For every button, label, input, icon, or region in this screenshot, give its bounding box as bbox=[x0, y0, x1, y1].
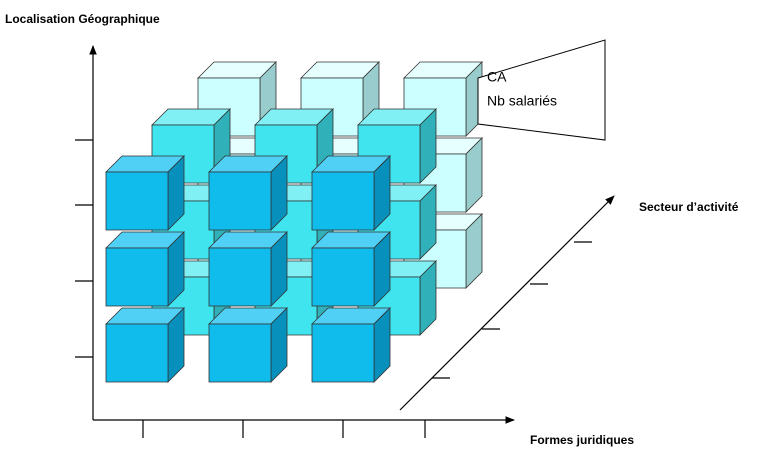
cube-face bbox=[311, 323, 375, 383]
cube-face bbox=[311, 171, 375, 231]
cube-face bbox=[208, 323, 272, 383]
z-axis-label: Secteur d’activité bbox=[639, 200, 739, 214]
cube-face bbox=[105, 171, 169, 231]
cube-face bbox=[208, 171, 272, 231]
cube-face bbox=[105, 247, 169, 307]
z-axis bbox=[399, 195, 615, 411]
cube-face bbox=[208, 247, 272, 307]
x-axis-label: Formes juridiques bbox=[530, 433, 634, 447]
cube-grid bbox=[105, 61, 483, 383]
cube-face bbox=[105, 323, 169, 383]
callout-box bbox=[477, 39, 606, 141]
axis-ticks bbox=[75, 139, 592, 438]
callout-line: CA bbox=[487, 69, 507, 85]
y-axis-label: Localisation Géographique bbox=[5, 12, 160, 26]
cube-face bbox=[311, 247, 375, 307]
callout-line: Nb salariés bbox=[487, 93, 557, 109]
